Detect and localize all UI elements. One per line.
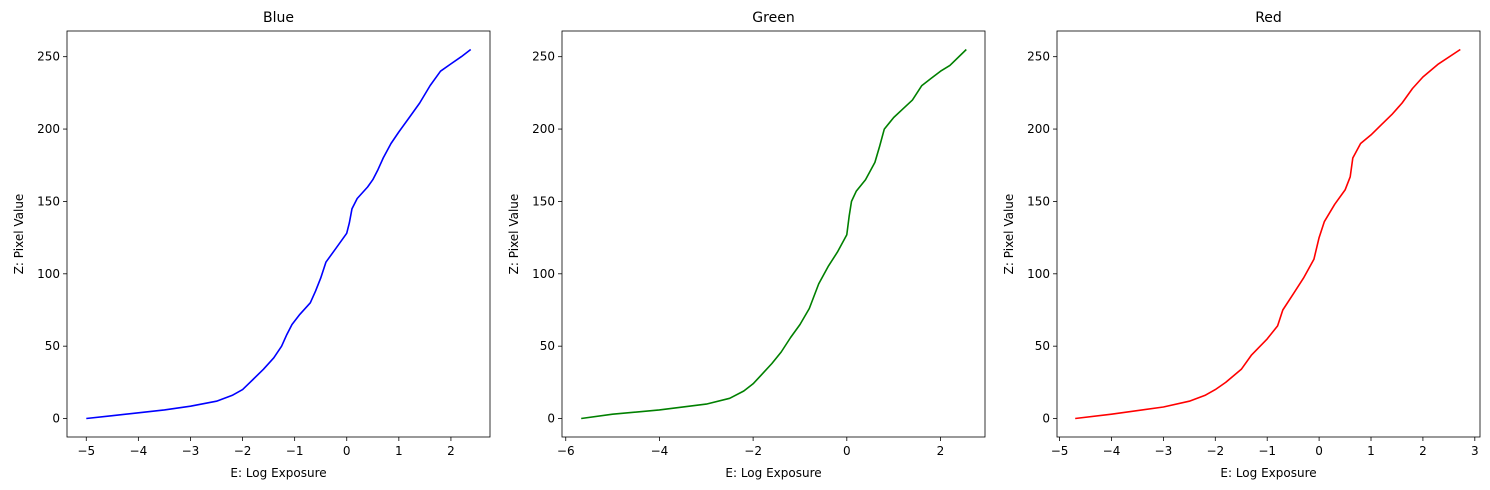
y-tick-label: 100 xyxy=(1027,267,1050,281)
y-tick-label: 150 xyxy=(1027,194,1050,208)
y-tick-label: 50 xyxy=(1035,339,1050,353)
chart-title: Red xyxy=(1255,10,1282,26)
subplot-blue: −5 −4 −3 −2 −1 0 1 2 0 50 100 150 200 250 Blue E: Log E… xyxy=(12,10,491,480)
x-tick-label: 0 xyxy=(343,444,351,458)
x-tick-label: 0 xyxy=(1315,444,1323,458)
y-tick-label: 150 xyxy=(532,194,555,208)
x-axis-label: E: Log Exposure xyxy=(230,466,326,480)
chart-title: Green xyxy=(752,10,794,26)
x-tick-label: −3 xyxy=(182,444,200,458)
x-tick-label: 2 xyxy=(1419,444,1427,458)
x-tick-label: 2 xyxy=(447,444,455,458)
plot-frame xyxy=(561,30,986,438)
x-tick-label: 1 xyxy=(395,444,403,458)
y-tick-label: 100 xyxy=(532,267,555,281)
x-tick-label: −2 xyxy=(744,444,762,458)
x-tick-label: −6 xyxy=(557,444,575,458)
y-tick-label: 250 xyxy=(1027,50,1050,64)
x-tick-label: −4 xyxy=(1103,444,1121,458)
y-tick-label: 0 xyxy=(52,412,60,426)
subplot-green: −6 −4 −2 0 2 0 50 100 150 200 250 Green E: Log Expos… xyxy=(507,10,986,480)
x-tick-label: −5 xyxy=(77,444,95,458)
x-tick-label: −1 xyxy=(1258,444,1276,458)
x-tick-label: −1 xyxy=(286,444,304,458)
x-tick-label: −5 xyxy=(1051,444,1069,458)
y-axis-label: Z: Pixel Value xyxy=(507,194,521,275)
plot-frame xyxy=(1056,30,1481,438)
y-tick-label: 200 xyxy=(37,122,60,136)
y-axis-label: Z: Pixel Value xyxy=(12,194,26,275)
y-tick-label: 50 xyxy=(45,339,60,353)
series-line xyxy=(581,48,967,420)
y-axis-label: Z: Pixel Value xyxy=(1002,194,1016,275)
y-tick-label: 200 xyxy=(1027,122,1050,136)
x-tick-label: −4 xyxy=(651,444,669,458)
series-line xyxy=(1075,48,1461,420)
y-tick-label: 50 xyxy=(540,339,555,353)
plot-frame xyxy=(66,30,491,438)
y-tick-label: 0 xyxy=(547,412,555,426)
series-line xyxy=(86,48,472,420)
x-tick-label: 1 xyxy=(1367,444,1375,458)
y-tick-label: 150 xyxy=(37,194,60,208)
y-tick-label: 250 xyxy=(37,50,60,64)
x-tick-label: −4 xyxy=(130,444,148,458)
x-tick-label: 3 xyxy=(1471,444,1479,458)
subplot-red: −5 −4 −3 −2 −1 0 1 2 3 0 50 100 150 200 250 Red E: Log E… xyxy=(1002,10,1481,480)
y-tick-label: 100 xyxy=(37,267,60,281)
y-tick-label: 0 xyxy=(1042,412,1050,426)
x-axis-label: E: Log Exposure xyxy=(725,466,821,480)
x-tick-label: 0 xyxy=(843,444,851,458)
x-tick-label: −3 xyxy=(1155,444,1173,458)
x-axis-label: E: Log Exposure xyxy=(1220,466,1316,480)
chart-title: Blue xyxy=(263,10,294,26)
x-tick-label: −2 xyxy=(1206,444,1224,458)
y-tick-label: 250 xyxy=(532,50,555,64)
x-tick-label: 2 xyxy=(937,444,945,458)
x-tick-label: −2 xyxy=(234,444,252,458)
y-tick-label: 200 xyxy=(532,122,555,136)
